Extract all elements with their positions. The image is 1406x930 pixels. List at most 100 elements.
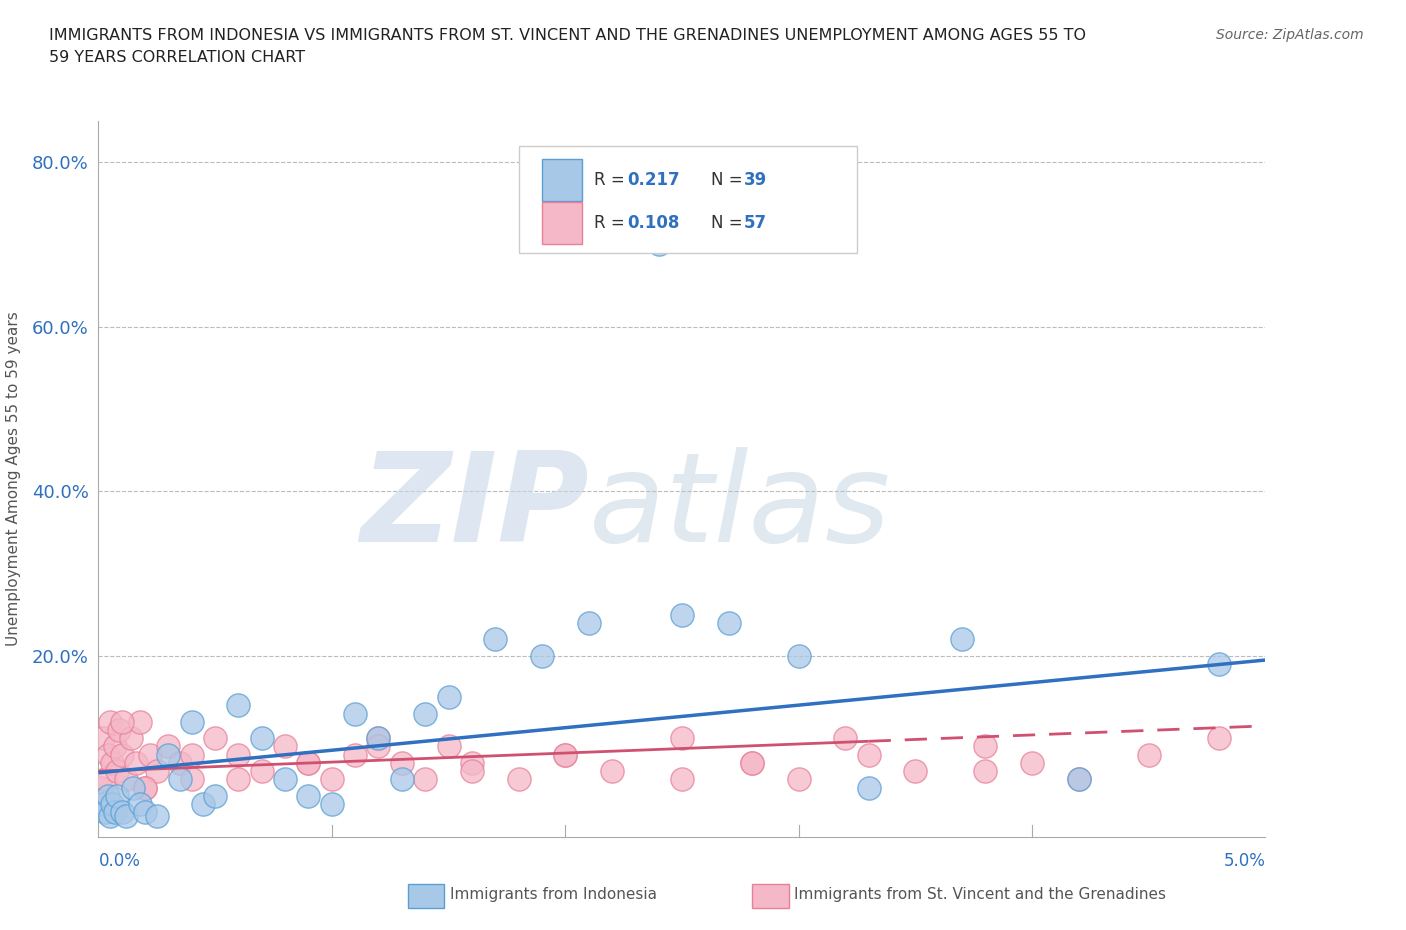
Point — [101, 755, 124, 770]
Point — [97, 789, 120, 804]
Point — [1208, 731, 1230, 746]
Point — [134, 780, 156, 795]
Text: 0.108: 0.108 — [627, 214, 679, 232]
Text: atlas: atlas — [589, 447, 890, 568]
Point — [98, 809, 121, 824]
Point — [578, 616, 600, 631]
Point — [717, 616, 740, 631]
Point — [101, 797, 124, 812]
Point — [274, 772, 297, 787]
Point — [108, 723, 131, 737]
Point — [297, 755, 319, 770]
Point — [787, 772, 810, 787]
Point — [858, 780, 880, 795]
Point — [120, 731, 142, 746]
Point — [950, 632, 973, 647]
Text: ZIP: ZIP — [360, 447, 589, 568]
Point — [111, 747, 134, 762]
FancyBboxPatch shape — [541, 159, 582, 202]
Point — [1208, 657, 1230, 671]
Point — [437, 739, 460, 754]
Point — [367, 731, 389, 746]
Point — [180, 714, 202, 729]
Point — [904, 764, 927, 778]
Point — [321, 772, 343, 787]
Point — [228, 747, 250, 762]
Point — [391, 755, 413, 770]
Text: 39: 39 — [744, 171, 768, 190]
Text: 0.217: 0.217 — [627, 171, 679, 190]
Point — [122, 780, 145, 795]
Point — [169, 772, 191, 787]
Point — [134, 780, 156, 795]
Point — [115, 809, 138, 824]
Point — [834, 731, 856, 746]
Point — [146, 764, 169, 778]
Point — [554, 747, 576, 762]
Y-axis label: Unemployment Among Ages 55 to 59 years: Unemployment Among Ages 55 to 59 years — [6, 312, 21, 646]
Text: R =: R = — [595, 171, 630, 190]
Point — [367, 739, 389, 754]
Point — [180, 747, 202, 762]
Point — [787, 648, 810, 663]
Point — [204, 789, 226, 804]
Point — [413, 706, 436, 721]
Text: 5.0%: 5.0% — [1223, 852, 1265, 870]
Point — [671, 772, 693, 787]
Point — [274, 739, 297, 754]
Text: Source: ZipAtlas.com: Source: ZipAtlas.com — [1216, 28, 1364, 42]
Point — [974, 739, 997, 754]
FancyBboxPatch shape — [519, 146, 858, 253]
Point — [250, 731, 273, 746]
Point — [461, 755, 484, 770]
Point — [129, 714, 152, 729]
Point — [974, 764, 997, 778]
Point — [105, 764, 128, 778]
Point — [367, 731, 389, 746]
Point — [94, 804, 117, 819]
Text: 57: 57 — [744, 214, 766, 232]
Point — [250, 764, 273, 778]
Point — [90, 780, 112, 795]
Point — [741, 755, 763, 770]
Point — [104, 739, 127, 754]
Point — [461, 764, 484, 778]
Point — [671, 731, 693, 746]
Point — [193, 797, 215, 812]
Point — [647, 237, 669, 252]
Point — [94, 772, 117, 787]
Point — [129, 797, 152, 812]
Point — [115, 772, 138, 787]
Point — [146, 809, 169, 824]
Point — [157, 739, 180, 754]
Point — [344, 747, 367, 762]
Point — [297, 755, 319, 770]
Point — [180, 772, 202, 787]
Point — [1021, 755, 1043, 770]
Point — [228, 772, 250, 787]
Point — [530, 648, 553, 663]
Point — [157, 747, 180, 762]
Point — [391, 772, 413, 787]
Text: IMMIGRANTS FROM INDONESIA VS IMMIGRANTS FROM ST. VINCENT AND THE GRENADINES UNEM: IMMIGRANTS FROM INDONESIA VS IMMIGRANTS … — [49, 28, 1087, 65]
Point — [671, 607, 693, 622]
Point — [204, 731, 226, 746]
Point — [1067, 772, 1090, 787]
Point — [1067, 772, 1090, 787]
Point — [1137, 747, 1160, 762]
Text: 0.0%: 0.0% — [98, 852, 141, 870]
Text: R =: R = — [595, 214, 630, 232]
Point — [111, 714, 134, 729]
Point — [413, 772, 436, 787]
Point — [741, 755, 763, 770]
Point — [600, 764, 623, 778]
FancyBboxPatch shape — [541, 202, 582, 245]
Point — [228, 698, 250, 712]
Point — [554, 747, 576, 762]
Text: N =: N = — [711, 214, 748, 232]
Text: Immigrants from St. Vincent and the Grenadines: Immigrants from St. Vincent and the Gren… — [794, 887, 1167, 902]
Point — [111, 804, 134, 819]
Point — [98, 714, 121, 729]
Point — [139, 747, 162, 762]
Point — [858, 747, 880, 762]
